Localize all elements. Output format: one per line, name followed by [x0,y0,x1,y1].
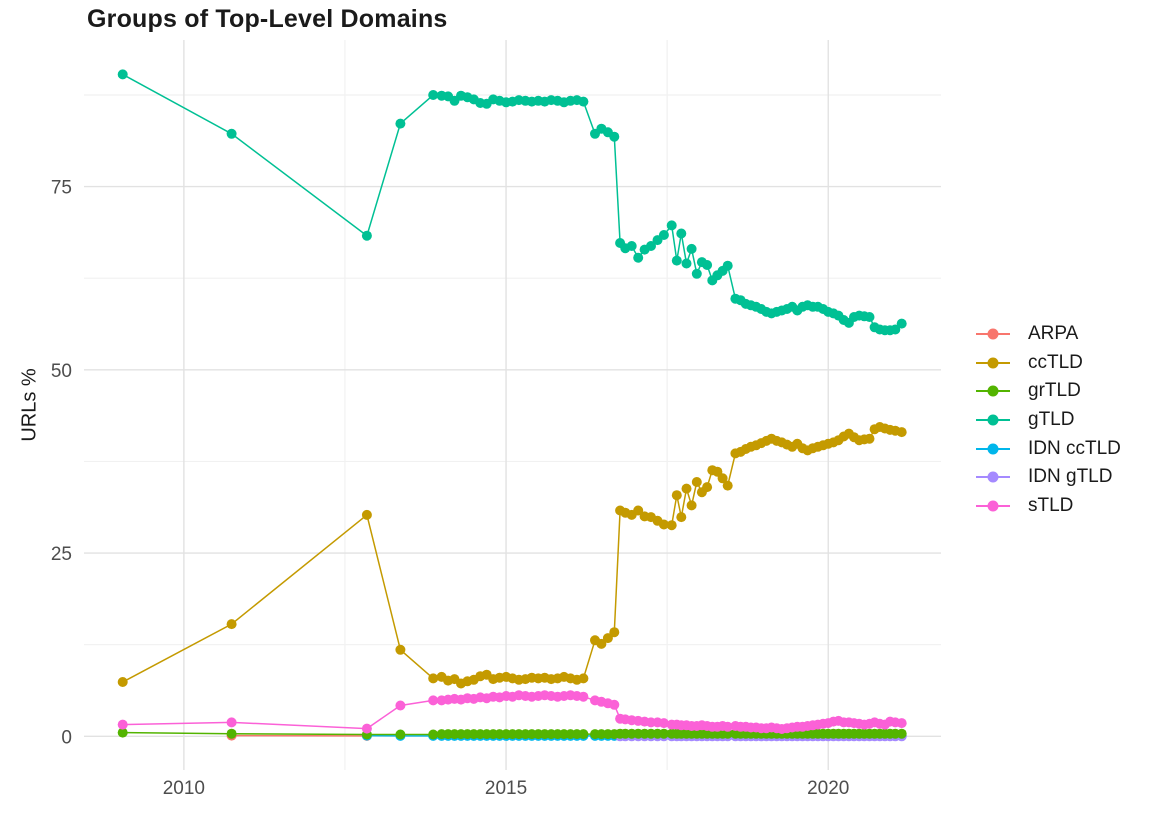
series-point-cctld [578,673,589,684]
series-point-gtld [671,255,682,266]
series-point-gtld [428,90,439,100]
series-point-gtld [686,243,697,254]
series-point-cctld [633,505,644,516]
series-point-gtld [896,318,907,329]
series-point-cctld [686,500,697,511]
series-point-gtld [626,241,637,251]
y-tick-label: 50 [51,361,72,382]
series-point-gtld [702,260,713,270]
series-point-cctld [428,673,439,684]
series-point-gtld [666,220,677,231]
legend-item-arpa: ARPA [976,320,1121,349]
series-point-gtld [117,69,128,80]
series-point-stld [117,719,128,730]
series-point-gtld [395,118,406,129]
legend-key-icon [976,385,1010,397]
series-point-stld [361,723,372,734]
series-point-cctld [717,473,728,484]
legend-item-label: grTLD [1028,380,1081,402]
series-point-cctld [676,512,687,523]
series-point-cctld [226,619,237,630]
series-point-gtld [658,230,669,240]
legend-item-grtld: grTLD [976,377,1121,406]
series-point-cctld [671,490,682,501]
series-point-cctld [658,519,669,530]
series-point-cctld [361,509,372,520]
x-tick-label: 2010 [163,778,205,799]
series-point-gtld [722,260,733,271]
series-point-gtld [226,128,237,139]
series-point-cctld [602,633,613,644]
series-point-gtld [890,324,901,335]
legend-item-label: ARPA [1028,323,1079,345]
series-point-gtld [578,96,589,107]
series-point-cctld [896,427,907,438]
legend-item-idn-cctld: IDN ccTLD [976,434,1121,463]
legend-key-icon [976,357,1010,369]
legend-item-gtld: gTLD [976,406,1121,435]
series-point-cctld [395,644,406,655]
series-point-cctld [117,677,128,687]
legend-item-stld: sTLD [976,492,1121,521]
series-point-stld [428,695,439,706]
series-point-gtld [609,131,620,142]
legend-key-icon [976,328,1010,340]
legend-item-label: ccTLD [1028,351,1083,373]
series-point-stld [578,691,589,702]
series-point-gtld [691,268,702,279]
y-tick-label: 75 [51,178,72,199]
series-point-cctld [666,520,677,531]
legend-key-icon [976,414,1010,426]
series-point-stld [226,717,237,728]
series-point-cctld [691,477,702,487]
legend-item-idn-gtld: IDN gTLD [976,463,1121,492]
x-tick-label: 2015 [485,778,527,799]
series-point-cctld [681,483,692,494]
x-tick-label: 2020 [807,778,849,799]
series-point-grtld [722,728,733,739]
series-point-grtld [117,727,128,738]
series-point-gtld [646,241,656,251]
chart-title: Groups of Top-Level Domains [87,5,448,33]
series-point-stld [896,718,907,729]
series-point-grtld [578,729,589,740]
y-tick-label: 25 [51,544,72,565]
series-line-gtld [122,73,903,331]
series-point-grtld [658,728,669,739]
y-axis-label: URLs % [18,368,41,442]
series-point-gtld [681,258,692,269]
legend-key-icon [976,471,1010,483]
series-point-grtld [395,729,406,740]
series-point-stld [395,700,406,711]
legend-item-label: IDN gTLD [1028,466,1113,488]
legend-item-label: sTLD [1028,494,1074,516]
legend-key-icon [976,500,1010,512]
y-tick-label: 0 [61,727,72,748]
series-point-grtld [896,728,907,739]
series-point-stld [658,718,669,729]
series-point-grtld [428,729,439,740]
legend: ARPA ccTLD grTLD gTLD IDN ccTLD IDN gTLD sTLD [976,320,1121,520]
series-point-gtld [633,252,644,263]
series-point-stld [609,699,620,710]
series-point-cctld [596,638,607,649]
legend-item-label: IDN ccTLD [1028,437,1121,459]
series-point-grtld [226,728,237,739]
legend-key-icon [976,443,1010,455]
legend-item-cctld: ccTLD [976,349,1121,378]
series-point-gtld [361,230,372,241]
series-point-gtld [676,228,687,239]
series-point-cctld [609,627,620,638]
series-point-stld [722,721,733,732]
series-point-cctld [864,433,875,444]
legend-item-label: gTLD [1028,409,1075,431]
series-point-gtld [864,312,875,322]
series-point-cctld [722,480,733,491]
series-point-cctld [702,482,713,493]
